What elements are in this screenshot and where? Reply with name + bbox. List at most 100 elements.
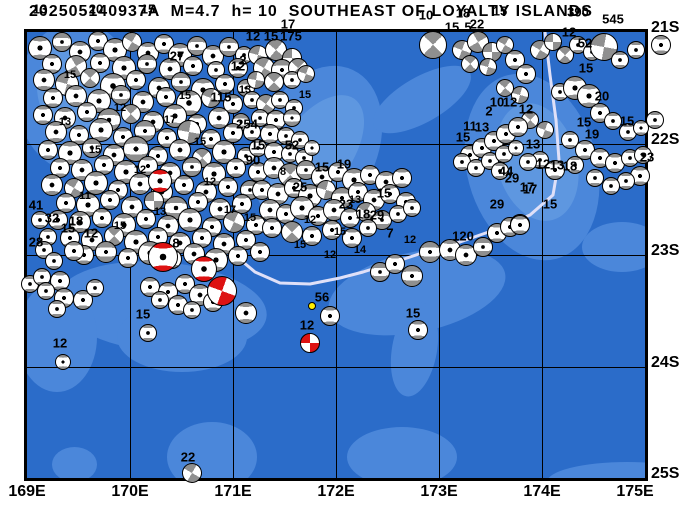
focal-mechanism-beachball [148, 169, 172, 193]
longitude-tick-label: 170E [111, 483, 149, 500]
beachball-count-label: 11 [463, 118, 477, 134]
focal-mechanism-beachball [455, 244, 477, 266]
beachball-count-label: 13 [549, 157, 565, 173]
beachball-count-label: 12 [303, 214, 317, 226]
focal-mechanism-beachball [38, 140, 58, 160]
focal-mechanism-beachball [151, 291, 169, 309]
latitude-tick-label: 24S [651, 354, 680, 371]
focal-mechanism-beachball [370, 262, 390, 282]
beachball-count-label: 19 [584, 126, 600, 142]
latitude-tick-label: 23S [651, 242, 680, 259]
focal-mechanism-beachball [148, 242, 178, 272]
focal-mechanism-beachball [95, 241, 117, 263]
focal-mechanism-beachball [505, 50, 525, 70]
beachball-count-label: 17 [280, 16, 296, 32]
beachball-count-label: 545 [602, 11, 624, 27]
focal-mechanism-beachball [453, 153, 471, 171]
focal-mechanism-beachball [264, 142, 284, 162]
beachball-count-label: 8 [172, 235, 180, 251]
focal-mechanism-beachball [212, 140, 236, 164]
beachball-count-label: 15 [333, 226, 347, 238]
beachball-count-label: 13 [58, 116, 72, 128]
beachball-count-label: 29 [504, 170, 520, 186]
beachball-count-label: 120 [452, 228, 474, 244]
grid-line-horizontal [27, 255, 645, 256]
focal-mechanism-beachball [69, 211, 91, 233]
beachball-count-label: 10 [489, 94, 505, 110]
focal-mechanism-beachball [37, 282, 55, 300]
beachball-count-label: 15 [298, 89, 312, 101]
focal-mechanism-beachball [611, 51, 629, 69]
latitude-tick-label: 21S [651, 19, 680, 36]
beachball-count-label: 52 [284, 137, 300, 153]
focal-mechanism-beachball [320, 306, 340, 326]
beachball-count-label: 12 [113, 102, 127, 114]
focal-mechanism-beachball [277, 127, 295, 145]
focal-mechanism-beachball [634, 146, 652, 164]
beachball-count-label: 18 [562, 158, 578, 174]
focal-mechanism-beachball [403, 199, 421, 217]
focal-mechanism-beachball [183, 301, 201, 319]
focal-mechanism-beachball [171, 72, 191, 92]
focal-mechanism-beachball [191, 256, 217, 282]
focal-mechanism-beachball [359, 219, 377, 237]
beachball-count-label: 15 [578, 60, 594, 76]
beachball-count-label: 28 [28, 234, 44, 250]
focal-mechanism-beachball [545, 160, 565, 180]
beachball-count-label: 7 [386, 225, 394, 241]
focal-mechanism-beachball [223, 94, 243, 114]
beachball-count-label: 390 [567, 4, 589, 20]
focal-mechanism-beachball [627, 41, 645, 59]
focal-mechanism-beachball [139, 324, 157, 342]
focal-mechanism-beachball [45, 252, 63, 270]
focal-mechanism-beachball [187, 36, 207, 56]
beachball-count-label: 12 [83, 225, 99, 241]
beachball-count-label: 29 [369, 207, 385, 223]
beachball-count-label: 23 [639, 149, 655, 165]
focal-mechanism-beachball [619, 123, 637, 141]
beachball-count-label: 17 [223, 204, 237, 216]
focal-mechanism-beachball [226, 158, 246, 178]
focal-mechanism-beachball [566, 156, 584, 174]
grid-line-horizontal [27, 367, 645, 368]
focal-mechanism-beachball [586, 169, 604, 187]
focal-mechanism-beachball [296, 160, 316, 180]
focal-mechanism-beachball [633, 120, 649, 136]
focal-mechanism-beachball [510, 215, 530, 235]
focal-mechanism-beachball [52, 32, 72, 52]
focal-mechanism-beachball [208, 107, 230, 129]
focal-mechanism-beachball [43, 88, 63, 108]
beachball-count-label: 41 [28, 197, 44, 213]
focal-mechanism-beachball [82, 138, 102, 158]
focal-mechanism-beachball [65, 85, 87, 107]
focal-mechanism-beachball [544, 33, 562, 51]
beachball-count-label: 32 [44, 210, 60, 226]
beachball-count-label: 2 [239, 52, 247, 68]
beachball-count-label: 12 [133, 164, 147, 176]
beachball-count-label: 27 [169, 48, 185, 64]
focal-mechanism-beachball [228, 58, 248, 78]
focal-mechanism-beachball [385, 254, 405, 274]
focal-mechanism-beachball [602, 177, 620, 195]
beachball-count-label: 15 [492, 3, 508, 19]
latitude-tick-label: 25S [651, 465, 680, 482]
beachball-count-label: 13 [32, 1, 48, 17]
focal-mechanism-beachball [467, 159, 485, 177]
beachball-count-label: 15 [140, 1, 156, 17]
beachball-count-label: 15 [542, 196, 558, 212]
focal-mechanism-beachball [73, 290, 93, 310]
beachball-count-label: 15 [405, 305, 421, 321]
beachball-count-label: 15 [63, 69, 77, 81]
focal-mechanism-beachball [575, 140, 595, 160]
beachball-count-label: 17 [163, 114, 177, 126]
beachball-count-label: 12 [299, 317, 315, 333]
focal-mechanism-beachball [69, 125, 89, 145]
focal-mechanism-beachball [31, 211, 49, 229]
beachball-count-label: 13 [348, 194, 362, 206]
focal-mechanism-beachball [92, 208, 112, 228]
bathymetry-patch [582, 222, 645, 272]
beachball-count-label: 23 [338, 196, 354, 212]
focal-mechanism-beachball [42, 54, 62, 74]
focal-mechanism-beachball [218, 177, 238, 197]
focal-mechanism-beachball [215, 74, 235, 94]
